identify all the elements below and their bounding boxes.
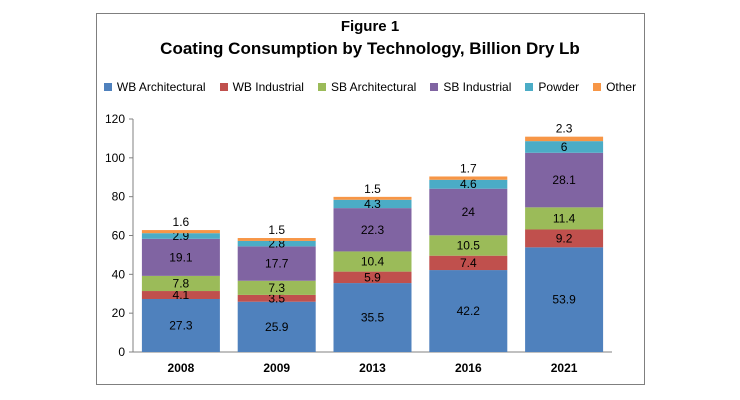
bar-segment-other-2008 [141,230,220,234]
bar-segment-other-2009 [237,238,316,241]
legend-item-other: Other [593,80,636,94]
bar-segment-wb-industrial-2008 [141,291,220,299]
y-tick-label: 120 [105,112,125,126]
bar-segment-other-2013 [333,196,412,200]
bar-segment-sb-architectural-2016 [429,235,508,256]
bar-segment-sb-industrial-2021 [525,152,604,208]
data-label-sb-industrial-2013: 22.3 [361,223,385,237]
data-label-sb-architectural-2008: 7.8 [173,276,190,290]
bar-segment-sb-industrial-2013 [333,208,412,252]
bar-segment-wb-architectural-2008 [141,298,220,352]
data-label-wb-architectural-2021: 53.9 [552,293,576,307]
bar-segment-powder-2009 [237,240,316,247]
bar-segment-sb-industrial-2016 [429,188,508,236]
legend-item-sb-architectural: SB Architectural [317,80,417,94]
data-label-sb-architectural-2009: 7.3 [268,281,285,295]
bar-segment-sb-industrial-2008 [141,238,220,276]
legend-label: SB Architectural [330,80,417,94]
legend-label: Powder [538,80,580,94]
data-label-sb-industrial-2008: 19.1 [169,250,193,264]
bar-segment-other-2021 [525,136,604,142]
bar-segment-wb-industrial-2009 [237,294,316,302]
data-label-sb-industrial-2009: 17.7 [265,257,289,271]
legend-label: Other [606,80,637,94]
bar-segment-powder-2021 [525,141,604,153]
bar-segment-wb-industrial-2021 [525,229,604,248]
bar-segment-wb-architectural-2009 [237,301,316,352]
data-label-wb-architectural-2013: 35.5 [361,311,385,325]
data-label-sb-architectural-2013: 10.4 [361,255,385,269]
chart-legend: WB Architectural WB Industrial SB Architec… [0,80,740,94]
legend-label: SB Industrial [443,80,512,94]
legend-swatch [430,83,439,91]
bar-segment-wb-industrial-2016 [429,255,508,271]
bar-segment-wb-architectural-2021 [525,247,604,352]
data-label-powder-2016: 4.6 [460,177,477,191]
data-label-other-2013: 1.5 [364,182,381,196]
x-tick-label: 2016 [455,361,482,375]
x-tick-label: 2013 [359,361,386,375]
data-label-wb-architectural-2009: 25.9 [265,320,289,334]
data-label-powder-2021: 6 [561,140,568,154]
bar-segment-sb-architectural-2021 [525,207,604,230]
chart-title: Coating Consumption by Technology, Billi… [160,39,580,58]
data-label-other-2016: 1.7 [460,161,477,175]
x-tick-label: 2021 [551,361,578,375]
legend-item-wb-industrial: WB Industrial [219,80,304,94]
data-label-other-2021: 2.3 [556,122,573,136]
bar-segment-powder-2013 [333,199,412,209]
figure-label: Figure 1 [340,18,400,35]
data-label-wb-architectural-2008: 27.3 [169,318,193,332]
data-label-powder-2013: 4.3 [364,197,381,211]
bar-segment-powder-2016 [429,179,508,189]
data-label-sb-architectural-2016: 10.5 [457,238,481,252]
legend-swatch [525,83,534,91]
legend-swatch [593,83,602,91]
data-label-other-2008: 1.6 [173,215,190,229]
y-tick-label: 60 [112,229,126,243]
data-label-wb-architectural-2016: 42.2 [457,304,481,318]
bar-segment-wb-architectural-2016 [429,270,508,352]
data-label-wb-industrial-2013: 5.9 [364,270,381,284]
data-label-sb-industrial-2021: 28.1 [552,173,576,187]
bar-segment-sb-architectural-2013 [333,251,412,272]
data-label-sb-architectural-2021: 11.4 [553,211,576,225]
data-label-wb-industrial-2016: 7.4 [460,256,477,270]
x-tick-label: 2009 [263,361,290,375]
data-label-wb-industrial-2008: 4.1 [173,288,190,302]
bar-segment-sb-industrial-2009 [237,246,316,281]
bar-segment-wb-architectural-2013 [333,283,412,352]
x-tick-label: 2008 [168,361,195,375]
bar-segment-sb-architectural-2009 [237,280,316,295]
legend-swatch [219,83,228,91]
bar-segment-other-2016 [429,176,508,180]
y-tick-label: 20 [112,306,126,320]
data-label-sb-industrial-2016: 24 [462,205,476,219]
legend-swatch [103,83,112,91]
data-label-other-2009: 1.5 [268,223,285,237]
bar-segment-powder-2008 [141,233,220,239]
data-label-wb-industrial-2021: 9.2 [556,231,573,245]
bar-segment-wb-industrial-2013 [333,271,412,284]
legend-item-sb-industrial: SB Industrial [430,80,511,94]
legend-item-powder: Powder [525,80,579,94]
legend-label: WB Architectural [116,80,206,94]
bar-segment-sb-architectural-2008 [141,275,220,292]
legend-swatch [317,83,326,91]
y-tick-label: 80 [112,190,126,204]
legend-item-wb-architectural: WB Architectural [103,80,206,94]
y-tick-label: 100 [105,151,125,165]
legend-label: WB Industrial [232,80,304,94]
y-tick-label: 0 [118,345,125,359]
y-tick-label: 40 [112,267,126,281]
